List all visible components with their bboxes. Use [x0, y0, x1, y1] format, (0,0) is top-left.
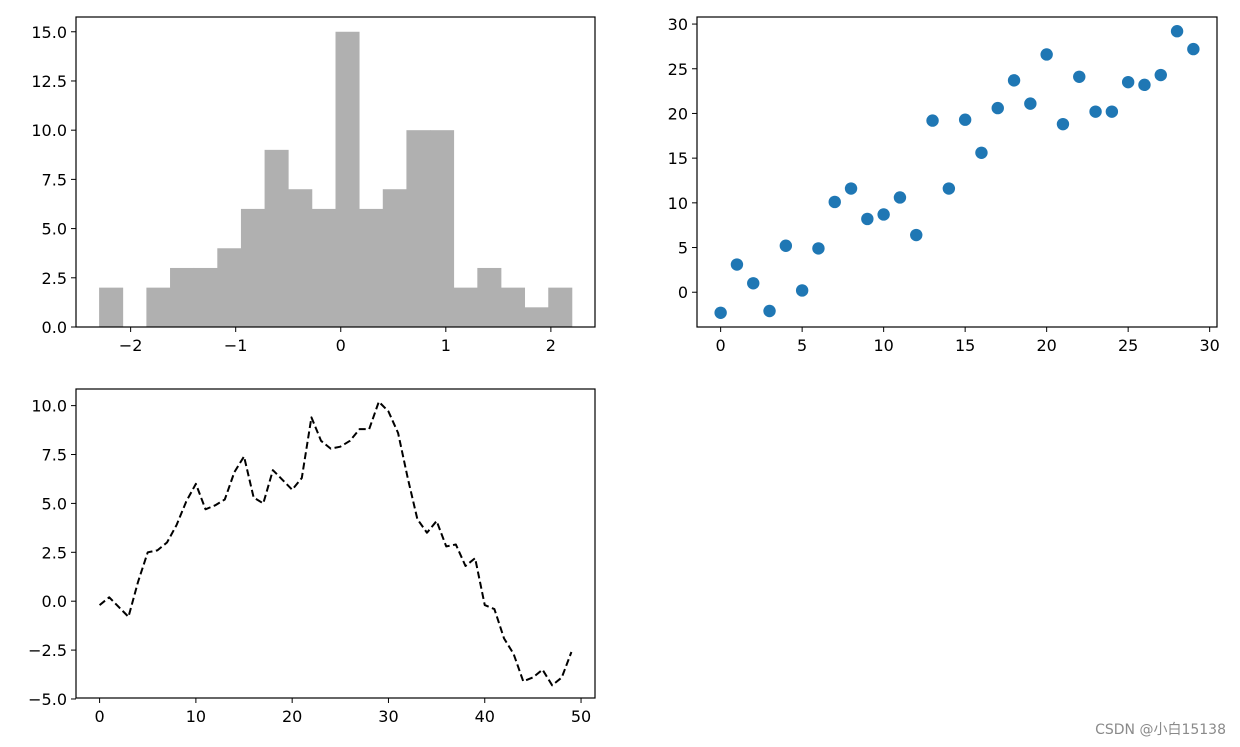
scatter-ytick-label: 0 — [678, 283, 688, 302]
scatter-xtick-label: 20 — [1036, 336, 1056, 355]
scatter-point — [1121, 75, 1135, 89]
scatter-point — [779, 239, 793, 252]
histogram-bar — [264, 149, 289, 327]
line-xtick-label: 20 — [282, 707, 302, 726]
hist-ytick-label: 12.5 — [31, 72, 67, 91]
hist-ytick-label: 2.5 — [42, 269, 67, 288]
scatter-ytick-label: 10 — [668, 194, 688, 213]
scatter-ytick-label: 25 — [668, 60, 688, 79]
scatter-frame — [696, 16, 1218, 328]
scatter-point — [714, 306, 727, 319]
histogram-bar — [99, 287, 124, 327]
scatter-point — [877, 208, 890, 221]
scatter-point — [975, 146, 988, 159]
scatter-point — [1154, 68, 1167, 82]
hist-ytick-label: 7.5 — [42, 170, 67, 189]
hist-ytick-label: 10.0 — [31, 121, 67, 140]
line-ytick-label: 5.0 — [42, 494, 67, 513]
line-series — [98, 400, 573, 687]
line-ytick-label: −2.5 — [28, 641, 67, 660]
scatter-point — [1105, 105, 1119, 118]
histogram-bar — [335, 31, 360, 328]
scatter-point — [1170, 25, 1184, 38]
scatter-point — [926, 114, 939, 127]
histogram-bar — [217, 248, 242, 327]
scatter-ytick-label: 30 — [668, 15, 688, 34]
scatter-point — [1073, 70, 1086, 84]
scatter-point — [1056, 117, 1070, 131]
scatter-point — [844, 182, 858, 195]
hist-ytick-label: 5.0 — [42, 220, 67, 239]
histogram-bar — [524, 307, 549, 327]
histogram-bar — [477, 267, 502, 327]
scatter-point — [795, 284, 809, 297]
histogram-bar — [288, 189, 313, 327]
histogram-bar — [193, 267, 218, 327]
scatter-ytick-label: 20 — [668, 104, 688, 123]
scatter-point — [1024, 97, 1037, 110]
scatter-ytick-label: 5 — [678, 239, 688, 258]
line-xtick-label: 0 — [94, 707, 104, 726]
line-ytick-label: 2.5 — [42, 543, 67, 562]
scatter-xtick-label: 5 — [797, 336, 807, 355]
histogram-bar — [548, 287, 573, 327]
hist-xtick-label: −1 — [224, 336, 248, 355]
hist-ytick-label: 15.0 — [31, 23, 67, 42]
hist-xtick-label: 0 — [336, 336, 346, 355]
line-xtick-label: 40 — [475, 707, 495, 726]
hist-xtick-label: 2 — [546, 336, 556, 355]
hist-xtick-label: 1 — [441, 336, 451, 355]
scatter-point — [763, 304, 776, 318]
scatter-xtick-label: 25 — [1118, 336, 1138, 355]
scatter-xtick-label: 30 — [1199, 336, 1219, 355]
scatter-ytick-label: 15 — [668, 149, 688, 168]
line-frame — [75, 388, 596, 699]
line-xtick-label: 30 — [378, 707, 398, 726]
watermark: CSDN @小白15138 — [1095, 722, 1226, 738]
scatter-xtick-label: 0 — [716, 336, 726, 355]
scatter-point — [991, 101, 1004, 115]
scatter-point — [828, 195, 841, 209]
histogram-bar — [430, 130, 455, 327]
scatter-point — [1089, 105, 1102, 118]
scatter-point — [1187, 42, 1200, 56]
line-ytick-label: 0.0 — [42, 592, 67, 611]
scatter-point — [942, 182, 956, 195]
histogram-bar — [453, 287, 478, 327]
line-xtick-label: 10 — [186, 707, 206, 726]
histogram-bar — [146, 287, 171, 327]
hist-frame — [75, 16, 596, 328]
histogram-bar — [382, 189, 407, 327]
line-axes: 0 10 20 30 40 50 −5.0 −2.5 0.0 2.5 5.0 7.5 10.0 — [28, 388, 596, 726]
scatter-point — [1007, 74, 1021, 87]
scatter-point — [812, 242, 825, 255]
scatter-xtick-label: 10 — [873, 336, 893, 355]
histogram-bar — [240, 208, 265, 327]
scatter-point — [910, 228, 923, 242]
histogram-bar — [500, 287, 526, 327]
line-ytick-label: −5.0 — [28, 690, 67, 709]
histogram-axes: −2 −1 0 1 2 0.0 2.5 5.0 7.5 10.0 12.5 15.0 — [31, 16, 596, 355]
line-xtick-label: 50 — [571, 707, 591, 726]
histogram-bar — [406, 130, 431, 327]
scatter-point — [893, 191, 907, 204]
line-ytick-label: 7.5 — [42, 446, 67, 465]
line-ytick-label: 10.0 — [31, 397, 67, 416]
scatter-xtick-label: 15 — [955, 336, 975, 355]
scatter-point — [747, 277, 760, 290]
scatter-point — [958, 113, 972, 126]
hist-xtick-label: −2 — [119, 336, 143, 355]
scatter-point — [1040, 48, 1053, 61]
histogram-bar — [170, 267, 195, 327]
histogram-bar — [311, 208, 336, 327]
scatter-point — [1138, 78, 1151, 92]
scatter-axes: 0 5 10 15 20 25 30 0 5 10 15 20 25 30 — [668, 15, 1220, 355]
histogram-bar — [359, 208, 384, 327]
scatter-point — [861, 212, 874, 226]
scatter-point — [730, 258, 744, 271]
hist-ytick-label: 0.0 — [42, 318, 67, 337]
